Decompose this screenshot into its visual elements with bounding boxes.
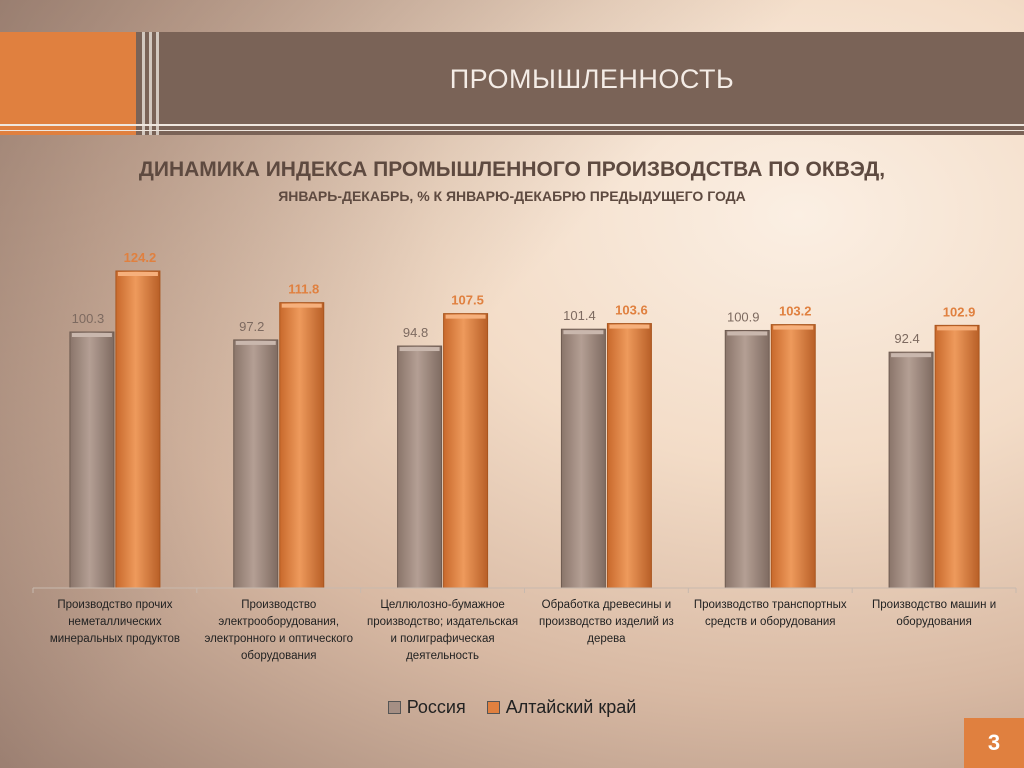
bar-russia: [397, 345, 443, 589]
bar-russia: [233, 339, 279, 589]
chart-subtitle: ЯНВАРЬ-ДЕКАБРЬ, % К ЯНВАРЮ-ДЕКАБРЮ ПРЕДЫ…: [278, 188, 746, 204]
bar-highlight: [235, 340, 276, 345]
data-label: 97.2: [239, 319, 264, 334]
bar-altai: [279, 302, 325, 589]
category-label: Производство транспортных средств и обор…: [693, 599, 847, 628]
bar-russia: [69, 331, 115, 589]
bar-highlight: [937, 326, 978, 331]
data-label: 124.2: [124, 250, 157, 265]
data-label: 107.5: [451, 293, 484, 308]
legend-label: Россия: [406, 697, 466, 717]
page-title: ПРОМЫШЛЕННОСТЬ: [449, 64, 735, 94]
legend-label: Алтайский край: [505, 697, 637, 717]
category-label: Производство электрооборудования, электр…: [204, 599, 354, 662]
category-label: Обработка древесины и производство издел…: [539, 599, 674, 645]
header-stripe: [142, 32, 145, 135]
header-rule: [0, 130, 1024, 131]
legend-item-russia: Россия: [387, 697, 466, 718]
data-label: 101.4: [563, 308, 596, 323]
legend-swatch-icon: [486, 701, 500, 714]
header-rule: [0, 124, 1024, 126]
header-stripe: [149, 32, 152, 135]
category-label: Производство прочих неметаллических мине…: [49, 599, 180, 645]
page-number: 3: [964, 718, 1024, 768]
bar-highlight: [399, 347, 440, 352]
data-label: 94.8: [403, 325, 428, 340]
header-stripe: [156, 32, 159, 135]
bar-russia: [888, 351, 934, 589]
bar-highlight: [445, 314, 486, 319]
category-label: Целлюлозно-бумажное производство; издате…: [367, 599, 519, 662]
bar-highlight: [563, 330, 604, 335]
data-label: 102.9: [943, 304, 976, 319]
bar-altai: [934, 324, 980, 589]
data-label: 103.2: [779, 304, 812, 319]
data-label: 92.4: [894, 331, 919, 346]
bar-highlight: [281, 303, 322, 308]
bar-highlight: [773, 325, 814, 330]
category-label: Производство машин и оборудования: [872, 599, 997, 628]
bar-altai: [770, 324, 816, 589]
bar-highlight: [727, 331, 768, 336]
bar-highlight: [609, 324, 650, 329]
chart-title: ДИНАМИКА ИНДЕКСА ПРОМЫШЛЕННОГО ПРОИЗВОДС…: [138, 158, 886, 181]
header-bar: [0, 32, 1024, 135]
data-label: 100.9: [727, 309, 760, 324]
data-label: 100.3: [72, 311, 105, 326]
bar-altai: [606, 323, 652, 589]
data-label: 111.8: [288, 282, 319, 297]
header-accent-block: [0, 32, 136, 135]
bar-highlight: [71, 333, 112, 338]
bar-altai: [443, 313, 489, 589]
data-label: 103.6: [615, 303, 648, 318]
bar-highlight: [117, 272, 158, 276]
chart-legend: Россия Алтайский край: [0, 697, 1024, 719]
bar-russia: [724, 329, 770, 589]
legend-swatch-icon: [387, 701, 401, 714]
bar-highlight: [891, 353, 932, 358]
bar-altai: [115, 270, 161, 589]
bar-russia: [560, 328, 606, 589]
legend-item-altai: Алтайский край: [486, 697, 637, 718]
